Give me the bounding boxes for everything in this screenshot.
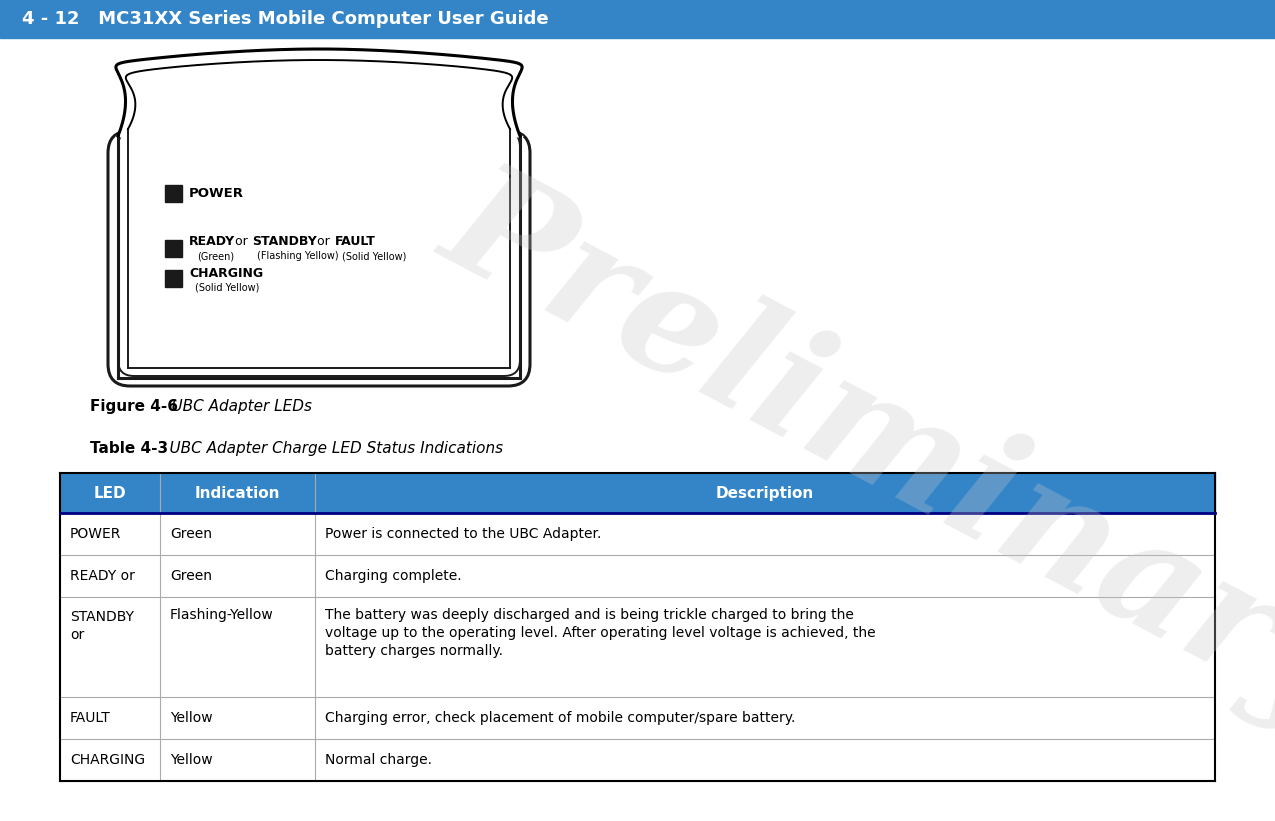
Text: Normal charge.: Normal charge. <box>325 753 432 767</box>
Bar <box>60 697 1215 739</box>
Text: FAULT: FAULT <box>70 711 111 725</box>
Text: CHARGING: CHARGING <box>70 753 145 767</box>
Text: STANDBY: STANDBY <box>70 610 134 624</box>
Text: STANDBY: STANDBY <box>252 235 316 247</box>
Text: Charging error, check placement of mobile computer/spare battery.: Charging error, check placement of mobil… <box>325 711 796 725</box>
Text: POWER: POWER <box>70 527 121 541</box>
Text: READY or: READY or <box>70 569 135 583</box>
Text: Table 4-3: Table 4-3 <box>91 441 168 456</box>
Text: Figure 4-6: Figure 4-6 <box>91 398 178 414</box>
Text: POWER: POWER <box>189 186 244 200</box>
Text: CHARGING: CHARGING <box>189 267 263 279</box>
Text: FAULT: FAULT <box>335 235 376 247</box>
Text: (Solid Yellow): (Solid Yellow) <box>342 251 407 261</box>
Text: or: or <box>312 235 334 247</box>
Text: UBC Adapter LEDs: UBC Adapter LEDs <box>152 398 312 414</box>
Bar <box>164 185 182 201</box>
Bar <box>60 555 1215 597</box>
Text: 4 - 12   MC31XX Series Mobile Computer User Guide: 4 - 12 MC31XX Series Mobile Computer Use… <box>22 10 548 28</box>
Text: or: or <box>70 628 84 642</box>
Text: (Green): (Green) <box>198 251 235 261</box>
Text: Yellow: Yellow <box>170 753 213 767</box>
Text: or: or <box>231 235 251 247</box>
Bar <box>0 0 1275 38</box>
Text: (Flashing Yellow): (Flashing Yellow) <box>258 251 339 261</box>
Bar <box>60 513 1215 555</box>
Text: Power is connected to the UBC Adapter.: Power is connected to the UBC Adapter. <box>325 527 602 541</box>
Text: LED: LED <box>93 485 126 501</box>
Text: UBC Adapter Charge LED Status Indications: UBC Adapter Charge LED Status Indication… <box>150 441 504 456</box>
Text: Flashing-Yellow: Flashing-Yellow <box>170 608 274 622</box>
Text: battery charges normally.: battery charges normally. <box>325 644 504 658</box>
Text: Preliminary: Preliminary <box>419 148 1275 754</box>
Text: voltage up to the operating level. After operating level voltage is achieved, th: voltage up to the operating level. After… <box>325 626 876 640</box>
Text: Description: Description <box>715 485 815 501</box>
FancyBboxPatch shape <box>108 131 530 386</box>
Text: Green: Green <box>170 527 212 541</box>
Text: The battery was deeply discharged and is being trickle charged to bring the: The battery was deeply discharged and is… <box>325 608 854 622</box>
Bar <box>60 739 1215 781</box>
Text: Charging complete.: Charging complete. <box>325 569 462 583</box>
Bar <box>164 240 182 256</box>
Text: Green: Green <box>170 569 212 583</box>
Bar <box>60 473 1215 513</box>
Text: Indication: Indication <box>195 485 280 501</box>
Text: READY: READY <box>189 235 235 247</box>
Text: Yellow: Yellow <box>170 711 213 725</box>
Bar <box>164 269 182 287</box>
Text: (Solid Yellow): (Solid Yellow) <box>195 282 259 292</box>
Bar <box>60 597 1215 697</box>
